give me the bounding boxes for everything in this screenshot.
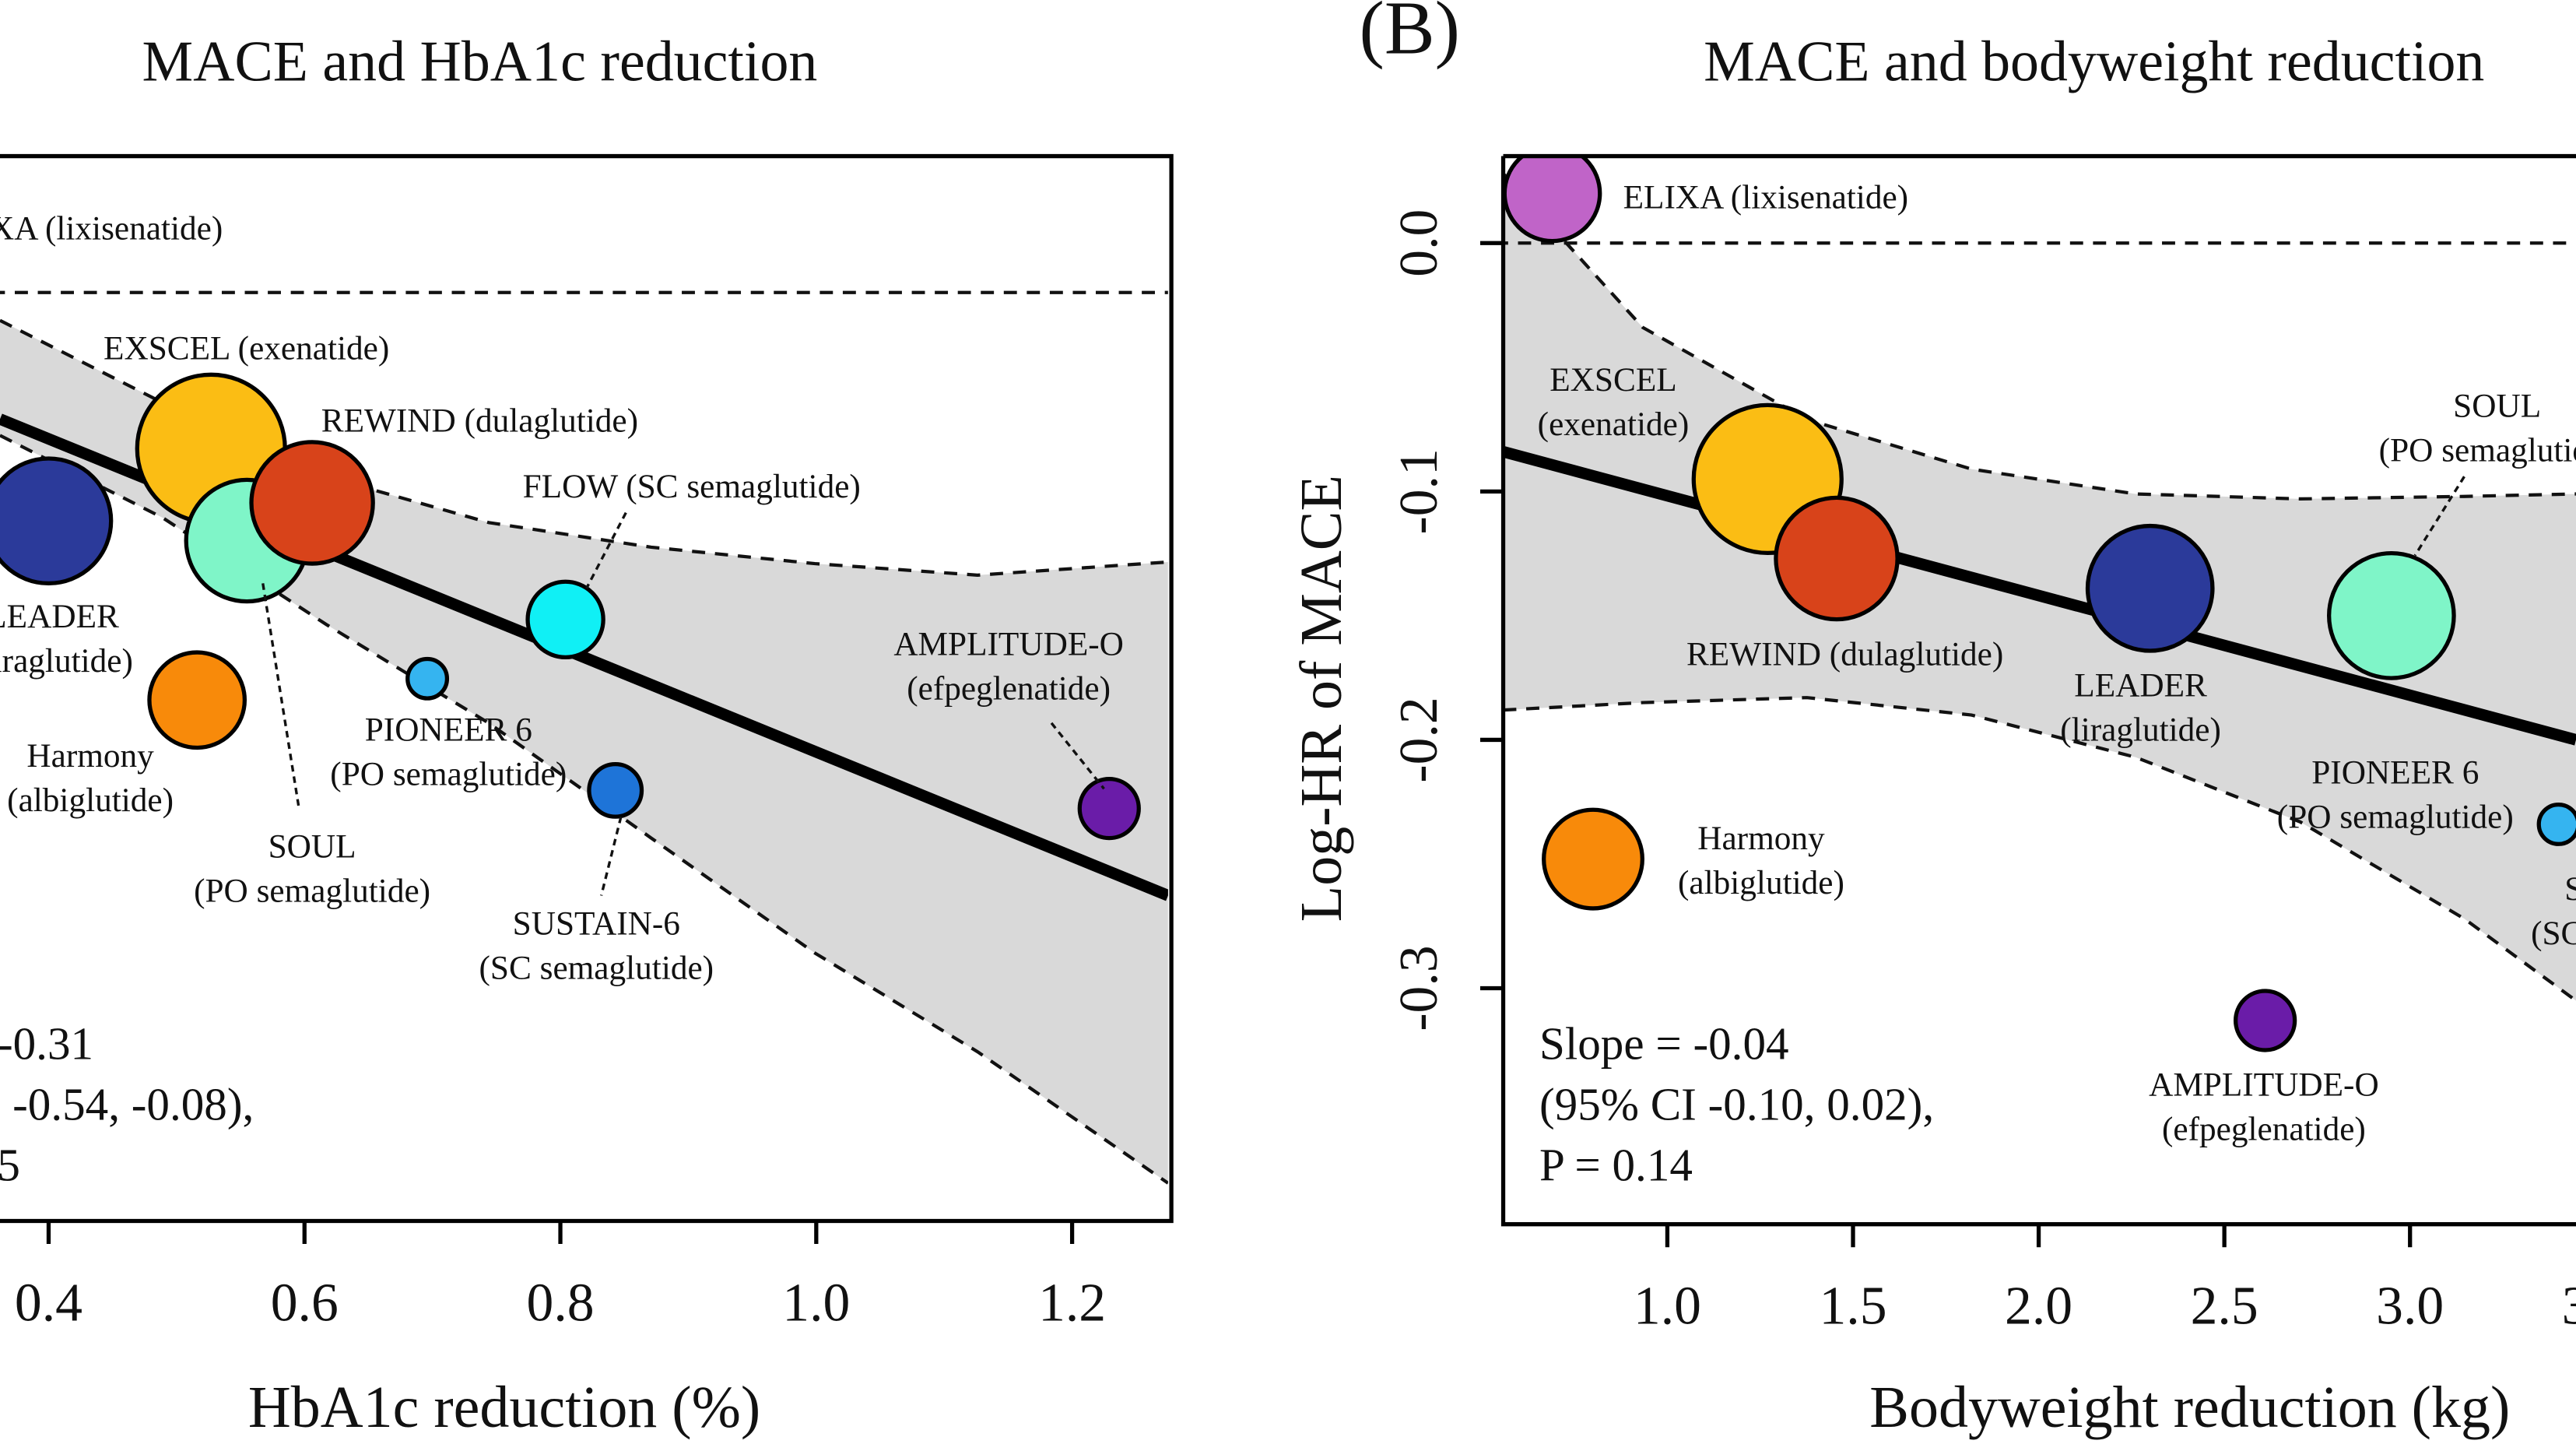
- leader-line: [261, 583, 300, 809]
- y-tick-label: -0.3: [1389, 945, 1449, 1031]
- point-label: (PO semaglutide): [2277, 798, 2514, 835]
- x-tick-label: 0.6: [271, 1273, 339, 1333]
- point-label: FLOW (SC semaglutide): [523, 468, 861, 505]
- bubble: [1503, 156, 1602, 244]
- point-label: (efpeglenatide): [2162, 1110, 2366, 1147]
- panel-label: (B): [1359, 0, 1459, 71]
- point-label: Harmony: [1697, 820, 1825, 857]
- point-label: PIONEER 6: [365, 711, 532, 748]
- x-tick-label: 2.0: [2005, 1277, 2072, 1337]
- leader-line: [2413, 476, 2465, 557]
- x-tick-label: 3.5: [2562, 1277, 2576, 1337]
- leader-line: [1050, 722, 1105, 790]
- point-label: ELIXA (lixisenatide): [1623, 178, 1908, 216]
- point-label: (SC semaglutide): [2531, 915, 2576, 952]
- point-label: (PO semaglutide): [330, 755, 567, 792]
- x-tick-label: 0.4: [15, 1273, 82, 1333]
- point-label: (efpeglenatide): [907, 670, 1111, 708]
- point-label: Harmony: [26, 737, 154, 775]
- point-label: ELIXA (lixisenatide): [0, 210, 223, 248]
- y-tick-label: -0.1: [1389, 448, 1449, 534]
- point-label: SUSTAIN-6: [513, 905, 680, 943]
- y-tick-label: 0.0: [1389, 209, 1449, 277]
- point-label: LEADER: [0, 598, 119, 635]
- point-label: SOUL: [268, 827, 356, 865]
- annotation: P = 0.015: [0, 1140, 20, 1191]
- plot-area: [1503, 156, 2576, 1052]
- chart-title: MACE and bodyweight reduction: [1704, 30, 2484, 93]
- x-axis-label: HbA1c reduction (%): [248, 1375, 760, 1440]
- ci-bound: [1503, 172, 2576, 501]
- point-label: SUSTAIN-6: [2564, 870, 2576, 908]
- annotation: P = 0.14: [1539, 1140, 1693, 1191]
- bubble: [1774, 495, 1900, 622]
- bubble: [1077, 776, 1141, 841]
- y-tick-label: -0.2: [1389, 697, 1449, 782]
- leader-line: [599, 816, 623, 896]
- leader-line: [585, 511, 627, 589]
- bubble: [0, 456, 114, 586]
- point-label: (liraglutide): [2060, 711, 2221, 748]
- bubble: [2085, 523, 2215, 653]
- plot-area: [0, 290, 1168, 1185]
- point-label: LEADER: [2074, 666, 2207, 704]
- point-label: (PO semaglutide): [194, 872, 430, 909]
- bubble: [2536, 802, 2576, 846]
- bubble: [2233, 989, 2297, 1052]
- point-label: EXSCEL: [1549, 361, 1676, 399]
- x-tick-label: 1.5: [1819, 1277, 1886, 1337]
- x-tick-label: 1.2: [1038, 1273, 1106, 1333]
- x-axis-label: Bodyweight reduction (kg): [1869, 1375, 2510, 1440]
- x-tick-label: 0.8: [526, 1273, 594, 1333]
- x-tick-label: 1.0: [782, 1273, 850, 1333]
- chart-title: MACE and HbA1c reduction: [142, 30, 817, 93]
- annotation: (95% CI -0.54, -0.08),: [0, 1078, 254, 1130]
- point-label: (exenatide): [1538, 406, 1690, 443]
- point-label: AMPLITUDE-O: [893, 626, 1124, 663]
- point-label: SOUL: [2453, 388, 2541, 425]
- annotation: Slope = -0.31: [0, 1017, 93, 1069]
- bubble: [525, 579, 605, 660]
- bubble: [2327, 551, 2456, 680]
- point-label: PIONEER 6: [2311, 754, 2479, 791]
- axis-frame: [0, 153, 1174, 1224]
- bubble: [249, 440, 375, 566]
- point-label: (albiglutide): [7, 782, 174, 819]
- x-tick-label: 1.0: [1634, 1277, 1701, 1337]
- x-tick-label: 2.5: [2191, 1277, 2258, 1337]
- x-tick-label: 3.0: [2376, 1277, 2444, 1337]
- ci-bound: [1503, 696, 2576, 1003]
- point-label: REWIND (dulaglutide): [1686, 635, 2003, 673]
- axis-frame: [1500, 153, 2576, 1227]
- ci-band: [1503, 173, 2576, 1001]
- bubble: [1542, 807, 1644, 911]
- point-label: (PO semaglutide): [2379, 432, 2576, 469]
- point-label: (SC semaglutide): [479, 950, 714, 987]
- annotation: Slope = -0.04: [1539, 1017, 1789, 1069]
- bubble: [587, 761, 644, 819]
- annotation: (95% CI -0.10, 0.02),: [1539, 1078, 1934, 1130]
- fit-line: [1503, 446, 2576, 746]
- y-axis-label: Log-HR of MACE: [1289, 475, 1354, 922]
- point-label: REWIND (dulaglutide): [321, 402, 638, 440]
- point-label: (liraglutide): [0, 642, 133, 680]
- point-label: EXSCEL (exenatide): [104, 330, 389, 367]
- point-label: AMPLITUDE-O: [2149, 1066, 2379, 1103]
- bubble: [147, 650, 247, 750]
- point-label: (albiglutide): [1678, 864, 1844, 901]
- bubble: [405, 656, 450, 701]
